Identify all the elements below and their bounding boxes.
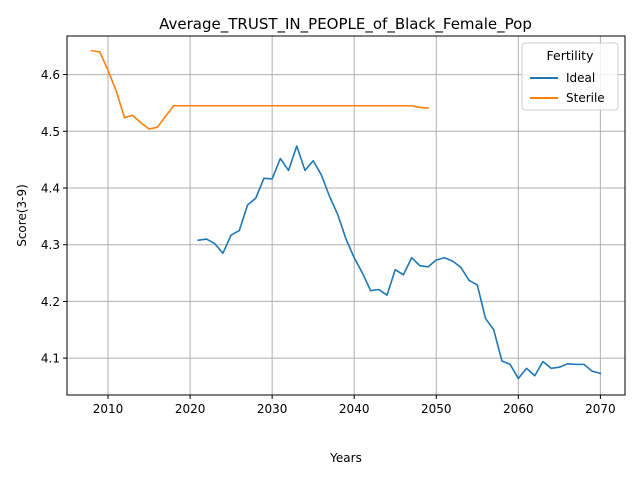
series-line-ideal	[197, 145, 602, 380]
y-tick-label-4.3: 4.3	[41, 238, 60, 252]
x-axis-label: Years	[329, 451, 362, 465]
x-tick-label-2040: 2040	[339, 402, 370, 416]
series-line-sterile	[90, 49, 429, 130]
x-tick-label-2050: 2050	[421, 402, 452, 416]
y-tick-label-4.6: 4.6	[41, 68, 60, 82]
y-tick-label-4.4: 4.4	[41, 181, 60, 195]
series-lines	[90, 49, 602, 380]
y-axis: 4.1 4.2 4.3 4.4 4.5 4.6	[41, 68, 67, 366]
legend-title: Fertility	[547, 48, 595, 63]
y-tick-label-4.1: 4.1	[41, 352, 60, 366]
x-tick-label-2060: 2060	[503, 402, 534, 416]
legend: Fertility Ideal Sterile	[521, 42, 619, 111]
legend-label-sterile: Sterile	[566, 91, 605, 105]
y-axis-label: Score(3-9)	[15, 184, 29, 247]
x-tick-label-2070: 2070	[585, 402, 616, 416]
y-tick-label-4.5: 4.5	[41, 125, 60, 139]
legend-label-ideal: Ideal	[566, 71, 595, 85]
x-tick-label-2020: 2020	[175, 402, 206, 416]
x-tick-label-2010: 2010	[93, 402, 124, 416]
x-axis: 2010 2020 2030 2040 2050 2060 2070	[93, 395, 616, 416]
chart-title: Average_TRUST_IN_PEOPLE_of_Black_Female_…	[159, 15, 532, 34]
grid	[67, 36, 625, 395]
legend-box	[521, 42, 619, 111]
x-tick-label-2030: 2030	[257, 402, 288, 416]
plot-frame	[66, 35, 626, 396]
y-tick-label-4.2: 4.2	[41, 295, 60, 309]
